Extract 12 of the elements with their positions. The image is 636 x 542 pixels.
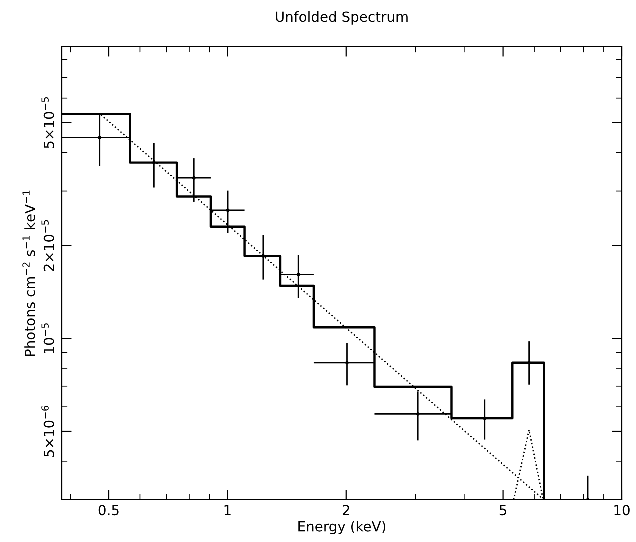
y-tick-label: 5×10$^{−6}$ — [42, 406, 54, 457]
x-tick-label: 0.5 — [98, 505, 119, 516]
x-tick-label: 5 — [500, 505, 507, 516]
x-axis-title: Energy (keV) — [298, 521, 386, 535]
y-tick-label: 5×10$^{−5}$ — [42, 98, 54, 148]
x-tick-label: 2 — [342, 505, 350, 516]
x-tick-label: 10 — [614, 505, 630, 516]
y-tick-label: 10$^{−5}$ — [42, 324, 54, 354]
y-tick-label: 2×10$^{−5}$ — [42, 220, 54, 272]
y-axis-title: Photons cm$^{−2}$ s$^{−1}$ keV$^{−1}$ — [22, 190, 36, 356]
chart-title: Unfolded Spectrum — [276, 11, 408, 25]
x-tick-label: 1 — [224, 505, 231, 516]
